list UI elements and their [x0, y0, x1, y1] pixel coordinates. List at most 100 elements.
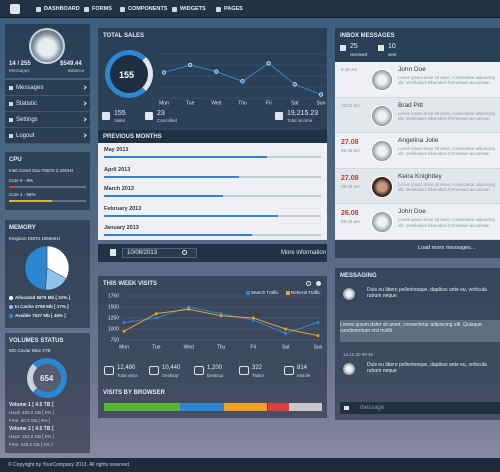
month-bar	[104, 156, 267, 158]
received-count: 25	[350, 43, 358, 50]
inbox-title: INBOX MESSAGES	[340, 33, 395, 39]
menu-row	[5, 128, 90, 144]
device-icon	[149, 366, 159, 375]
visits-point	[122, 329, 126, 333]
inbox-avatar	[371, 104, 393, 127]
y-tick-label: 1000	[108, 326, 119, 332]
visits-point	[219, 312, 223, 316]
more-info[interactable]: More information	[281, 250, 327, 256]
message-text: Lorem ipsum dolor sit amet, consectetur …	[340, 322, 482, 334]
message-bubble	[340, 320, 500, 342]
memory-legend: Allocated 5879 Mb [ 31% ]	[15, 295, 71, 300]
volume-line: Used: 154.0 GB [ 5% ]	[9, 434, 54, 439]
nav-icon	[216, 7, 221, 12]
menu-item[interactable]: Logout	[16, 133, 35, 139]
inbox-date: 27.08	[341, 174, 359, 182]
nav-item[interactable]: DASHBOARD	[44, 6, 80, 12]
months-header	[98, 130, 327, 143]
volume-total: 654	[40, 374, 54, 383]
refresh-icon	[306, 281, 311, 286]
received-icon	[340, 45, 346, 51]
chart	[24, 245, 70, 291]
balance: $549.44	[60, 61, 82, 67]
y-tick-label: 1750	[108, 293, 119, 299]
x-tick-label: Mon	[159, 100, 169, 106]
inbox-date: 27.08	[341, 139, 359, 147]
date-value[interactable]: 10/08/2013	[127, 250, 158, 256]
chart: 750 1000 1250 1500 1750 Mon Tue Wed Thu Fri Sat Sun	[108, 293, 323, 350]
nav-item[interactable]: WIDGETS	[180, 6, 206, 12]
sent-icon	[378, 45, 384, 51]
device-icon	[104, 366, 114, 375]
sales-title: TOTAL SALES	[103, 33, 145, 39]
balance-label: Balance	[68, 68, 85, 73]
messages-label: Messages	[9, 68, 30, 73]
visits-point	[187, 307, 191, 311]
footer	[0, 458, 500, 472]
menu-icon	[9, 118, 13, 122]
memory-title: MEMORY	[9, 225, 36, 231]
sales-point	[318, 92, 324, 97]
like-icon	[102, 112, 110, 120]
browser-segment	[180, 403, 224, 411]
visits-stat-label: Total visits	[117, 373, 138, 378]
inbox-header	[335, 28, 500, 62]
visits-panel	[98, 276, 327, 418]
inbox-text: Lorem ipsum dolor sit amet, consectetur …	[398, 181, 495, 192]
sent-label: sent	[388, 52, 397, 57]
inbox-name: Keira Knightley	[398, 172, 442, 180]
visits-stat-value: 814	[297, 365, 308, 371]
date-input	[122, 248, 197, 258]
message-avatar	[343, 288, 355, 300]
inbox-name: John Doe	[398, 66, 426, 73]
inbox-avatar	[371, 175, 393, 198]
menu-icon	[9, 86, 13, 90]
legend-swatch	[246, 291, 250, 295]
sales-point	[292, 82, 297, 87]
sales-point	[161, 70, 167, 75]
nav-item[interactable]: COMPONENTS	[128, 6, 168, 12]
sales-gauge-value: 155	[119, 70, 135, 80]
browser-segment	[289, 403, 322, 411]
load-more[interactable]: Load more messages...	[418, 245, 476, 251]
message-input-placeholder[interactable]: message	[360, 405, 385, 411]
menu-icon	[9, 134, 13, 138]
sales-line	[163, 62, 322, 95]
menu-row	[5, 112, 90, 128]
top-nav	[0, 0, 500, 18]
nav-item[interactable]: FORMS	[92, 6, 112, 12]
visits-point	[251, 318, 255, 322]
inbox-date: 26.08	[341, 210, 359, 218]
inbox-time: 10:24 am	[341, 102, 360, 108]
volume-donut	[27, 358, 67, 398]
visits-point	[154, 316, 158, 320]
inbox-time: 09:45 am	[341, 219, 360, 225]
menu-icon	[9, 102, 13, 106]
menu-item[interactable]: Messages	[16, 85, 44, 91]
volume-line: Volume 1 [ 4.5 TB ]	[9, 402, 54, 408]
volumes-model: WD Caviar Blue 1TB	[9, 348, 51, 353]
device-icon	[284, 366, 294, 375]
cpu-title: CPU	[9, 157, 22, 163]
y-tick-label: 1500	[108, 304, 119, 310]
x-tick-label: Sat	[291, 100, 299, 106]
nav-icon	[172, 7, 177, 12]
nav-item[interactable]: PAGES	[224, 6, 243, 12]
month-label: May 2013	[104, 147, 129, 153]
menu-item[interactable]: Statistic	[16, 101, 38, 107]
inbox-list	[335, 62, 500, 240]
messaging-title: MESSAGING	[340, 273, 377, 279]
sales-stat-value: 155	[114, 110, 126, 117]
inbox-text: Lorem ipsum dolor sit amet, consectetur …	[398, 217, 495, 228]
messages-count: 14 / 255	[9, 61, 31, 67]
footer-text: © Copyright by YourCompany 2013. All rig…	[8, 462, 131, 468]
core-track	[9, 186, 86, 188]
menu-item[interactable]: Settings	[16, 117, 38, 123]
nav-icon	[84, 7, 89, 12]
memory-legend: In Cache 3768 Mb [ 17% ]	[15, 304, 69, 309]
sales-stat-value: 19,215.23	[287, 110, 319, 117]
volume-line: Free: 346.0 GB [ 5% ]	[9, 442, 53, 447]
inbox-row	[335, 62, 500, 98]
pie-slice	[46, 245, 70, 279]
